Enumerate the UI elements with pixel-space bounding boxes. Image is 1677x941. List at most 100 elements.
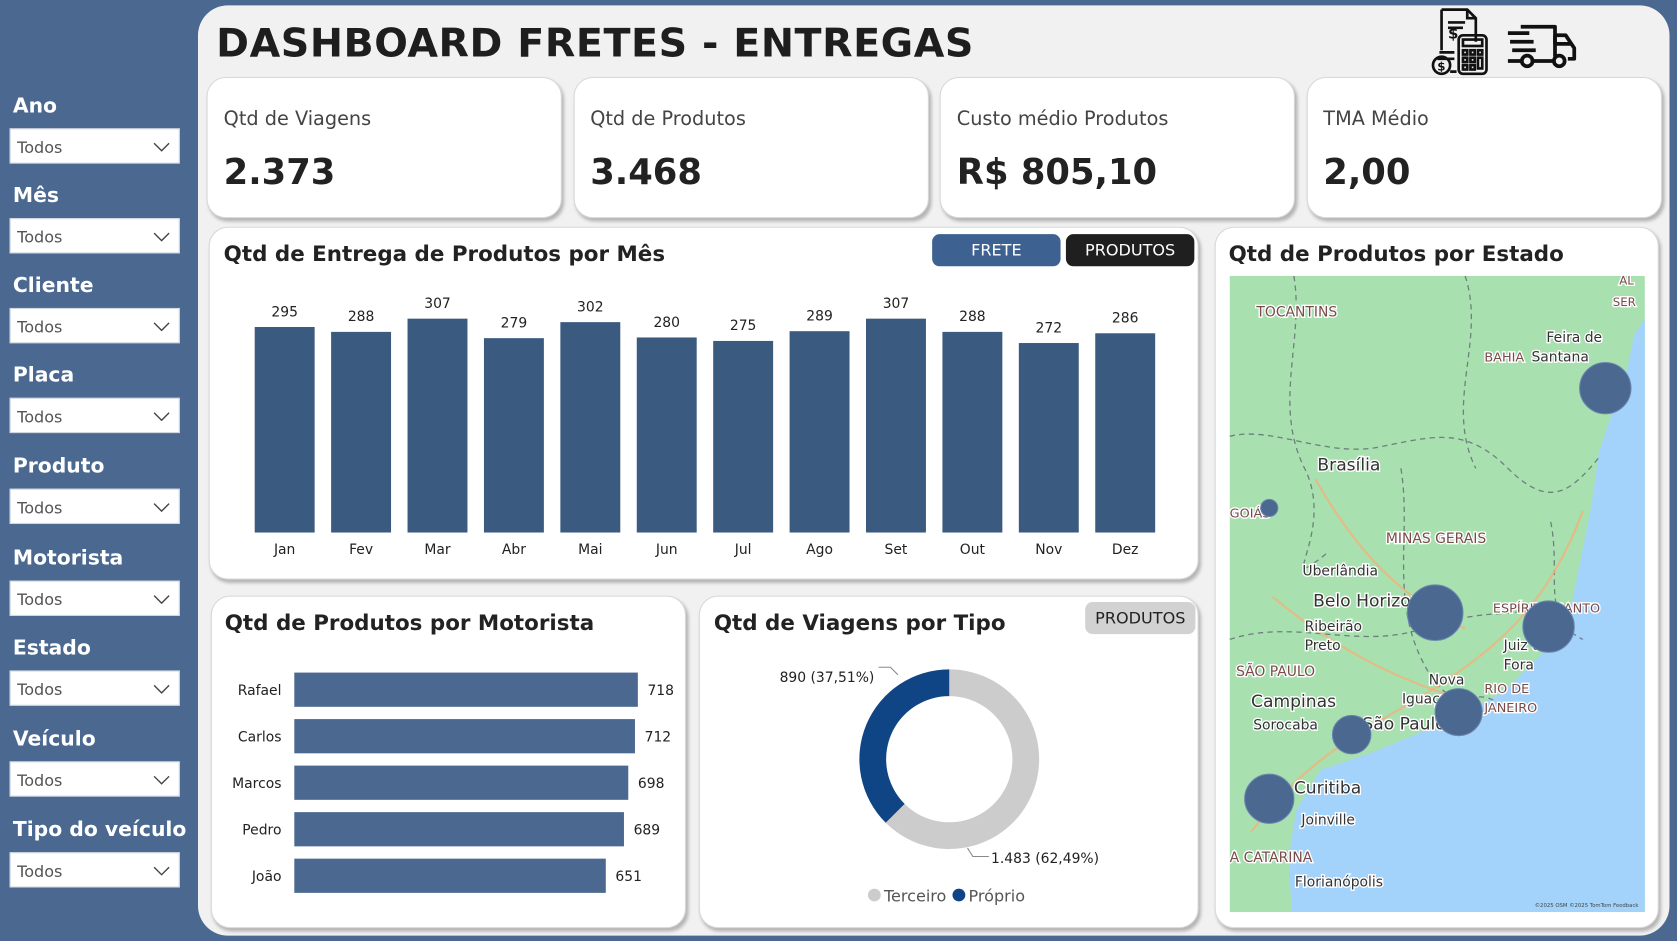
kpi-value: 2.373: [223, 150, 336, 193]
bar[interactable]: [560, 322, 621, 533]
map-place-label: Preto: [1305, 638, 1341, 654]
bar[interactable]: [294, 812, 624, 847]
x-tick-label: Jun: [655, 542, 678, 558]
chevron-down-icon: [153, 142, 170, 152]
donut-slice-próprio[interactable]: [859, 669, 950, 823]
map-place-label: Uberlândia: [1302, 563, 1378, 579]
kpi-value: R$ 805,10: [956, 150, 1158, 193]
bar[interactable]: [294, 672, 638, 707]
map-place-label: SÃO PAULO: [1236, 663, 1315, 680]
kpi-card: Qtd de Produtos 3.468: [573, 76, 929, 219]
filter-label: Cliente: [12, 273, 94, 298]
motorista-chart-title: Qtd de Produtos por Motorista: [224, 609, 595, 636]
state-border: [1462, 275, 1477, 469]
filter-label: Ano: [12, 94, 58, 118]
kpi-label: Custo médio Produtos: [956, 107, 1169, 131]
filter-dropdown[interactable]: Todos: [9, 761, 180, 797]
dropdown-value: Todos: [17, 680, 63, 700]
tipo-chart-card: Qtd de Viagens por Tipo PRODUTOS 1.483 (…: [698, 595, 1199, 929]
bar-value-label: 689: [634, 823, 661, 839]
bar[interactable]: [713, 340, 774, 533]
y-tick-label: João: [251, 869, 282, 885]
leader-line: [967, 847, 989, 858]
bar[interactable]: [407, 318, 468, 533]
map-place-label: Ribeirão: [1305, 619, 1362, 635]
chevron-down-icon: [153, 775, 170, 785]
bar-value-label: 289: [806, 309, 833, 325]
bar[interactable]: [331, 331, 392, 533]
filter-label: Placa: [12, 363, 75, 388]
bar[interactable]: [942, 331, 1003, 533]
monthly-bar-chart: 295 Jan 288 Fev 307 Mar 279 Abr 302 Mai 280 Jun 275 J…: [254, 296, 1156, 558]
filter-dropdown[interactable]: Todos: [9, 488, 180, 524]
filter-dropdown[interactable]: Todos: [9, 580, 180, 616]
legend-marker: [952, 888, 966, 902]
state-bubble[interactable]: [1260, 498, 1279, 518]
x-tick-label: Set: [885, 542, 908, 558]
bar-value-label: 302: [577, 299, 604, 315]
y-tick-label: Rafael: [238, 683, 282, 699]
page-title: DASHBOARD FRETES - ENTREGAS: [216, 20, 974, 67]
x-tick-label: Out: [960, 542, 986, 558]
map-place-label: BAHIA: [1484, 350, 1524, 365]
filter-dropdown[interactable]: Todos: [9, 307, 180, 344]
kpi-card: Qtd de Viagens 2.373: [206, 76, 562, 219]
kpi-value: 2,00: [1323, 150, 1411, 193]
dropdown-value: Todos: [17, 770, 63, 791]
filter-dropdown[interactable]: Todos: [9, 128, 180, 164]
chevron-down-icon: [153, 595, 170, 605]
filter-dropdown[interactable]: Todos: [9, 397, 180, 434]
data-label: 1.483 (62,49%): [991, 851, 1099, 867]
monthly-chart-card: Qtd de Entrega de Produtos por Mês FRETE…: [208, 226, 1199, 580]
state-bubble[interactable]: [1434, 688, 1483, 737]
map-place-label: Florianópolis: [1295, 874, 1383, 890]
frete-button[interactable]: FRETE: [932, 234, 1061, 267]
x-tick-label: Mar: [424, 542, 451, 558]
map-place-label: Brasília: [1317, 455, 1380, 475]
bar[interactable]: [294, 765, 629, 800]
map-place-label: AL: [1619, 276, 1634, 288]
filter-dropdown[interactable]: Todos: [9, 218, 180, 254]
state-bubble[interactable]: [1331, 714, 1372, 755]
leader-line: [878, 666, 899, 676]
tipo-donut-chart: 1.483 (62,49%) 890 (37,51%) Terceiro Própri…: [780, 666, 1099, 905]
bar-value-label: 279: [501, 315, 528, 331]
bar-value-label: 712: [645, 730, 672, 746]
legend-label: Terceiro: [883, 886, 946, 905]
state-border: [1289, 275, 1327, 569]
tipo-chart-title: Qtd de Viagens por Tipo: [713, 609, 1006, 636]
x-tick-label: Dez: [1112, 542, 1139, 558]
x-tick-label: Jan: [273, 542, 295, 558]
produtos-toggle-button[interactable]: PRODUTOS: [1085, 602, 1196, 635]
bar[interactable]: [294, 719, 635, 754]
state-bubble[interactable]: [1522, 600, 1575, 653]
state-bubble[interactable]: [1406, 584, 1464, 642]
donut-slice-terceiro[interactable]: [885, 669, 1040, 850]
bar[interactable]: [789, 331, 850, 533]
bar[interactable]: [866, 318, 926, 533]
map-place-label: RIO DE: [1484, 682, 1529, 697]
bar[interactable]: [636, 337, 697, 533]
map-place-label: Nova: [1429, 672, 1465, 688]
bar[interactable]: [483, 338, 544, 533]
chevron-down-icon: [153, 232, 170, 242]
bar[interactable]: [1018, 343, 1079, 533]
kpi-label: Qtd de Viagens: [223, 107, 372, 131]
bar[interactable]: [294, 858, 606, 893]
state-border: [1550, 521, 1584, 641]
state-bubble[interactable]: [1244, 773, 1295, 824]
bar-value-label: 651: [615, 869, 642, 885]
produtos-button[interactable]: PRODUTOS: [1065, 234, 1195, 267]
filter-dropdown[interactable]: Todos: [9, 670, 180, 706]
motorista-chart-card: Qtd de Produtos por Motorista Rafael 718 C…: [210, 595, 686, 929]
bar[interactable]: [1095, 333, 1156, 533]
filter-dropdown[interactable]: Todos: [9, 852, 180, 888]
bar[interactable]: [254, 327, 315, 533]
map-attribution: ©2025 OSM ©2025 TomTom Feedback: [1535, 902, 1640, 909]
ocean: [1288, 318, 1645, 913]
map-place-label: JANEIRO: [1483, 701, 1537, 716]
state-bubble[interactable]: [1579, 361, 1632, 415]
state-border: [1400, 468, 1498, 705]
